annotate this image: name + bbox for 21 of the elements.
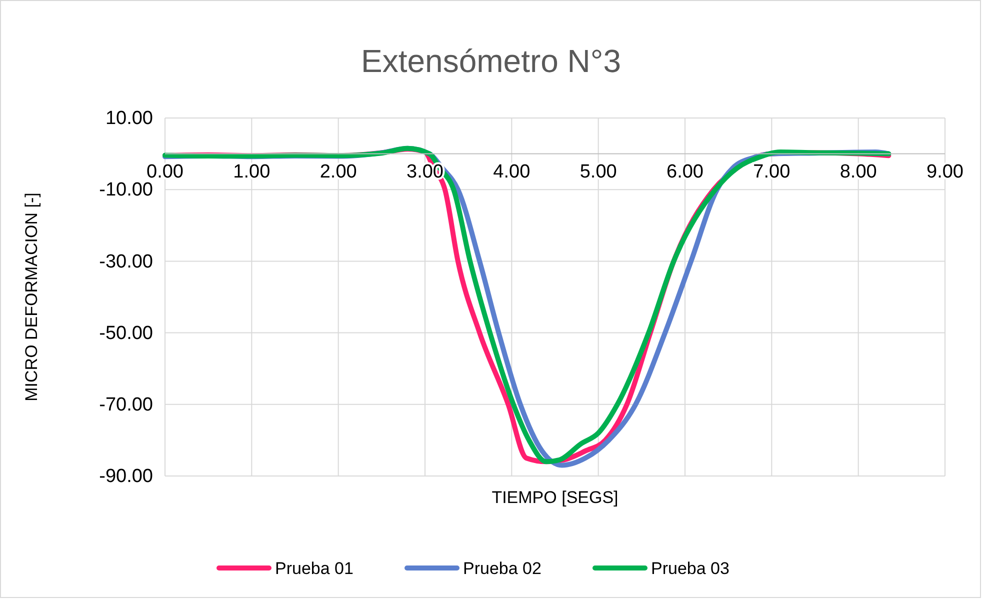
y-tick-label: 10.00 — [105, 108, 153, 130]
x-tick-label: 0.00 — [146, 161, 184, 182]
y-tick-label: -30.00 — [99, 251, 153, 272]
x-tick-label: 5.00 — [580, 161, 617, 182]
x-tick-label: 7.00 — [753, 161, 790, 182]
x-tick-label: 2.00 — [320, 161, 357, 182]
x-axis-title: TIEMPO [SEGS] — [492, 488, 618, 507]
y-tick-label: -10.00 — [99, 180, 153, 201]
y-tick-label: -50.00 — [99, 322, 153, 344]
y-axis-title: MICRO DEFORMACION [-] — [22, 192, 41, 402]
y-tick-label: -70.00 — [99, 394, 153, 416]
legend-label: Prueba 02 — [463, 559, 542, 578]
chart-title: Extensómetro N°3 — [360, 43, 622, 79]
x-tick-label: 9.00 — [926, 161, 964, 182]
x-tick-label: 8.00 — [840, 161, 877, 182]
legend-label: Prueba 01 — [275, 559, 354, 578]
x-tick-label: 6.00 — [666, 161, 704, 182]
x-tick-label: 4.00 — [493, 161, 530, 182]
x-tick-label: 1.00 — [233, 161, 270, 182]
legend-label: Prueba 03 — [651, 559, 730, 578]
y-tick-label: -90.00 — [99, 466, 153, 488]
